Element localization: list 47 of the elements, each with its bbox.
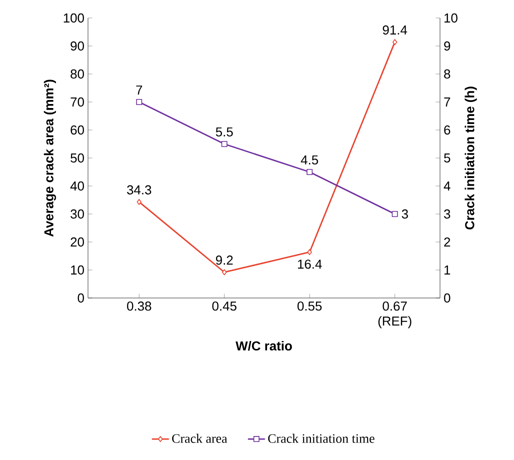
y2-tick-label: 2 bbox=[444, 237, 450, 247]
y-tick-label: 100 bbox=[64, 13, 84, 23]
y-tick-label: 10 bbox=[71, 265, 84, 275]
data-label: 34.3 bbox=[127, 185, 152, 194]
y-tick-label: 80 bbox=[70, 69, 84, 79]
x-tick-label: 0.38 bbox=[127, 302, 152, 311]
data-label: 5.5 bbox=[216, 127, 233, 136]
data-label: 7 bbox=[136, 86, 142, 94]
y-tick-label: 60 bbox=[70, 125, 84, 135]
y2-tick-label: 4 bbox=[444, 182, 450, 190]
data-label: 91.4 bbox=[382, 25, 408, 35]
x-tick-label: 0.55 bbox=[298, 302, 322, 311]
y-tick-label: 0 bbox=[78, 293, 84, 303]
y2-tick-label: 6 bbox=[444, 125, 450, 135]
y2-tick-label: 9 bbox=[444, 41, 450, 51]
y2-tick-label: 1 bbox=[444, 266, 450, 274]
legend-label: Crack initiation time bbox=[268, 434, 374, 443]
y-tick-label: 30 bbox=[70, 209, 84, 219]
point bbox=[306, 169, 313, 175]
y2-tick-label: 5 bbox=[444, 153, 450, 163]
y2-axis-title: Crack initiation time (h) bbox=[464, 86, 477, 230]
data-label: 4.5 bbox=[300, 155, 318, 164]
y-tick-label: 70 bbox=[70, 97, 84, 107]
y-tick-label: 90 bbox=[70, 41, 84, 51]
y-tick-label: 40 bbox=[70, 181, 84, 191]
data-label: 3 bbox=[402, 209, 408, 219]
y2-tick-label: 7 bbox=[444, 98, 450, 106]
x-tick-label: 0.45 bbox=[212, 302, 236, 311]
y2-tick-label: 8 bbox=[444, 69, 450, 79]
point bbox=[392, 211, 398, 217]
y2-tick-label: 0 bbox=[444, 293, 450, 303]
y2-tick-label: 10 bbox=[444, 13, 458, 23]
y2-tick-label: 3 bbox=[444, 209, 450, 219]
legend-label: Crack area bbox=[172, 434, 228, 443]
point bbox=[136, 99, 142, 105]
point bbox=[307, 249, 312, 256]
point bbox=[222, 269, 227, 276]
point bbox=[221, 141, 228, 147]
data-label: 16.4 bbox=[298, 260, 322, 269]
y-tick-label: 20 bbox=[70, 237, 84, 247]
data-label: 9.2 bbox=[216, 256, 233, 265]
point bbox=[392, 39, 398, 46]
x-axis-title: W/C ratio bbox=[236, 341, 292, 351]
x-tick-label: 0.67 (REF) bbox=[378, 302, 412, 328]
point bbox=[136, 198, 142, 205]
y-tick-label: 50 bbox=[70, 153, 84, 163]
y-axis-title: Average crack area (mm²) bbox=[44, 80, 56, 237]
